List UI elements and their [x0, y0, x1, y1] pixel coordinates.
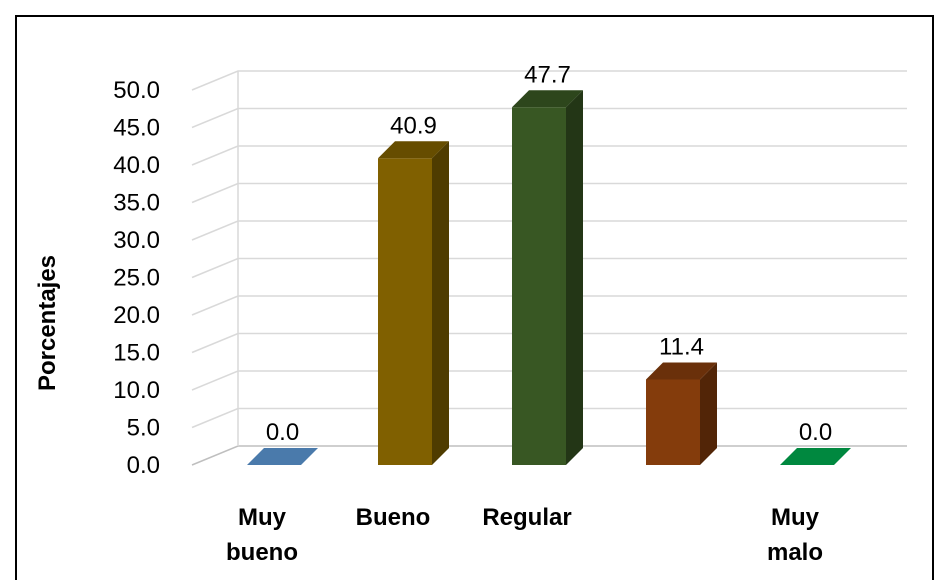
- bars: [247, 90, 851, 465]
- bar-top: [247, 448, 318, 465]
- bar-top: [780, 448, 851, 465]
- y-tick-label: 45.0: [113, 115, 160, 142]
- bar-side: [566, 90, 583, 465]
- chart-border: [15, 15, 934, 580]
- data-label: 0.0: [266, 419, 299, 446]
- data-label: 40.9: [390, 112, 437, 139]
- bar-front: [512, 107, 566, 465]
- bar-top: [512, 90, 583, 108]
- bar: [378, 141, 449, 465]
- y-axis-ticks: 0.0 5.0 10.0 15.0 20.0 25.0 30.0 35.0 40.0 45.0 50…: [113, 77, 160, 479]
- x-category-label: Muy: [771, 504, 820, 531]
- bar: [780, 448, 851, 465]
- y-tick-label: 50.0: [113, 77, 160, 104]
- bar: [512, 90, 583, 465]
- y-tick-label: 15.0: [113, 340, 160, 367]
- x-category-label: Regular: [482, 504, 571, 531]
- y-tick-label: 25.0: [113, 265, 160, 292]
- y-tick-label: 30.0: [113, 227, 160, 254]
- x-category-label: Bueno: [356, 504, 431, 531]
- gridlines: [191, 70, 907, 466]
- bar-front: [378, 158, 432, 465]
- y-axis-title: Porcentajes: [34, 255, 61, 391]
- bar-side: [700, 362, 717, 465]
- x-axis-categories: Muy bueno Bueno Regular Muy malo: [226, 504, 823, 566]
- bar-side: [432, 141, 449, 465]
- y-tick-label: 5.0: [127, 415, 160, 442]
- bar: [646, 362, 717, 465]
- x-category-label: Muy: [238, 504, 287, 531]
- bar-top: [646, 362, 717, 380]
- y-tick-label: 10.0: [113, 377, 160, 404]
- bar-top: [378, 141, 449, 159]
- bar-front: [646, 379, 700, 465]
- data-label: 0.0: [799, 419, 832, 446]
- bar: [247, 448, 318, 465]
- y-tick-label: 40.0: [113, 152, 160, 179]
- y-tick-label: 0.0: [127, 452, 160, 479]
- data-labels: 0.0 40.9 47.7 11.4 0.0: [266, 61, 832, 446]
- x-category-label: bueno: [226, 539, 298, 566]
- y-tick-label: 35.0: [113, 190, 160, 217]
- data-label: 47.7: [524, 61, 571, 88]
- data-label: 11.4: [659, 334, 704, 361]
- y-tick-label: 20.0: [113, 302, 160, 329]
- x-category-label: malo: [767, 539, 823, 566]
